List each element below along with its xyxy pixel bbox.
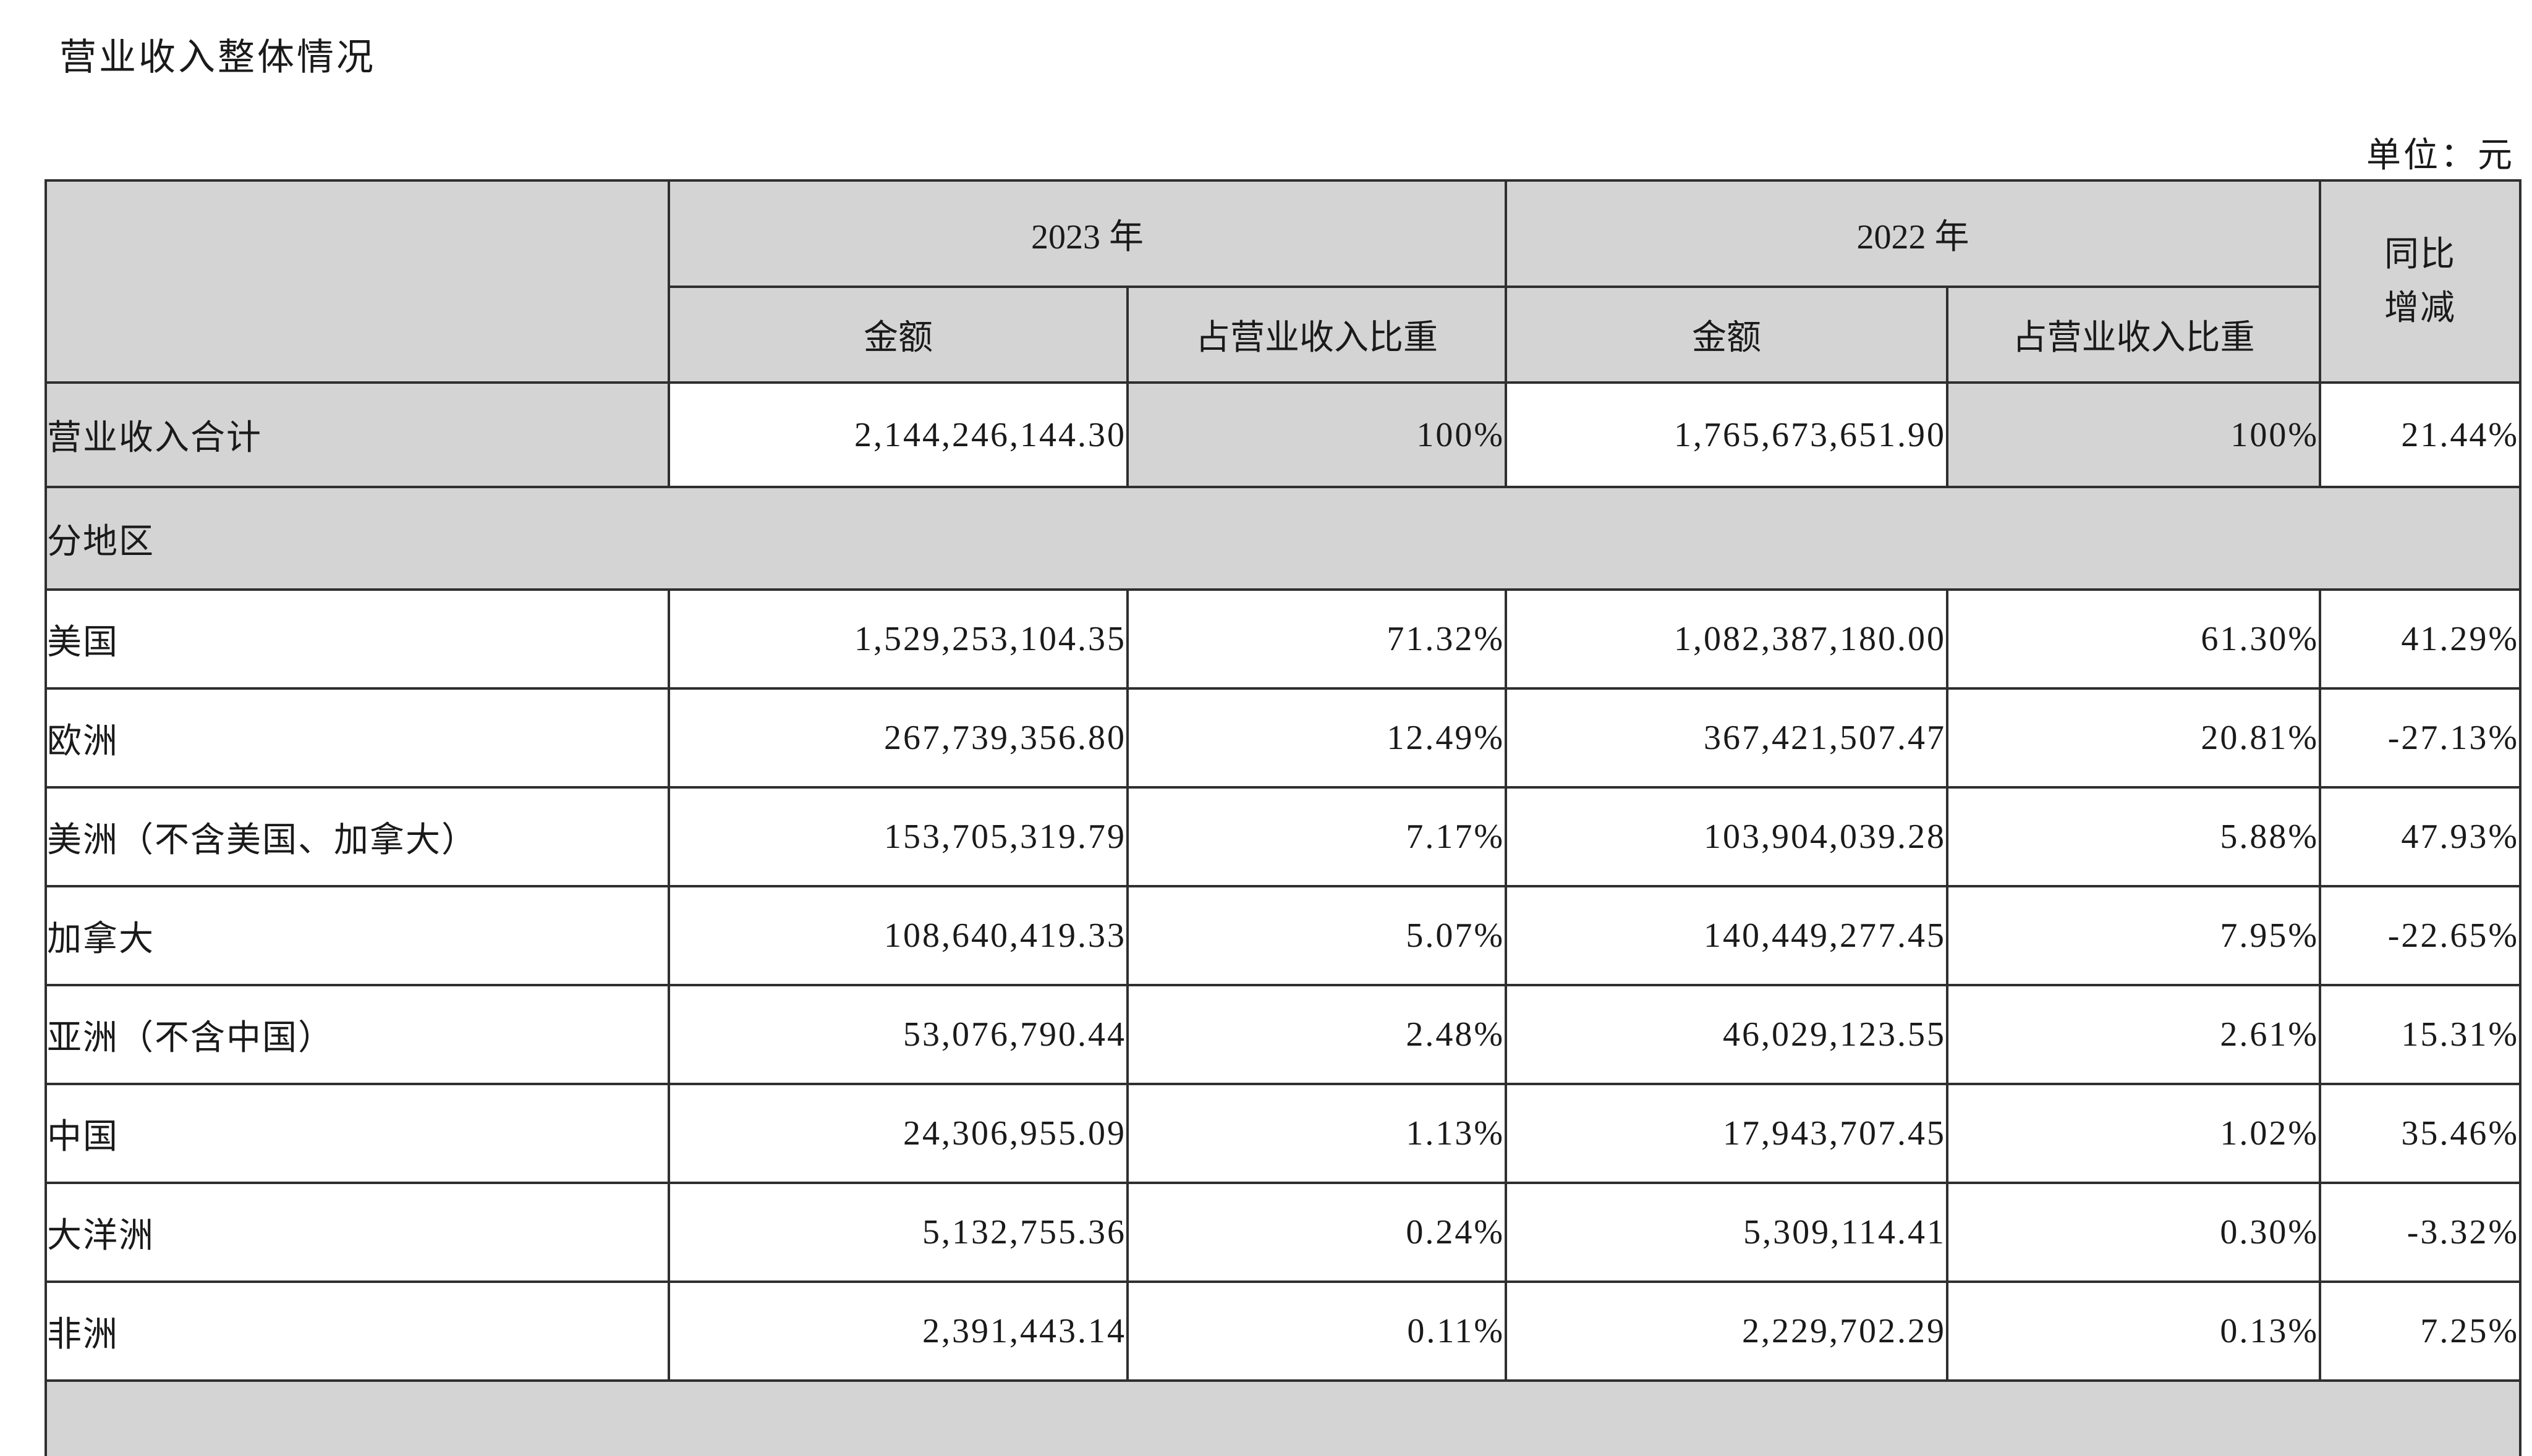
region-cell: 加拿大 [45,885,670,986]
amount-2022-cell: 2,229,702.29 [1505,1280,1948,1382]
header-year-2023: 2023 年 [668,179,1507,288]
amount-2023-cell: 53,076,790.44 [668,984,1129,1085]
total-label-cell: 营业收入合计 [45,381,670,488]
amount-2023-cell: 153,705,319.79 [668,786,1129,887]
section-row-by-region: 分地区 [45,486,2521,591]
share-2022-cell: 1.02% [1946,1083,2321,1184]
amount-2022-cell: 103,904,039.28 [1505,786,1948,887]
share-2023-cell: 71.32% [1126,588,1507,690]
header-share-2022: 占营业收入比重 [1946,286,2321,384]
region-cell: 非洲 [45,1280,670,1382]
header-share-2023: 占营业收入比重 [1126,286,1507,384]
amount-2022-cell: 46,029,123.55 [1505,984,1948,1085]
amount-2023-cell: 267,739,356.80 [668,687,1129,789]
amount-2022-cell: 5,309,114.41 [1505,1182,1948,1283]
table-row: 欧洲 267,739,356.80 12.49% 367,421,507.47 … [45,687,2521,789]
yoy-cell: 7.25% [2319,1280,2521,1382]
amount-2022-cell: 140,449,277.45 [1505,885,1948,986]
header-row-years: 2023 年 2022 年 同比 增减 [45,179,2521,384]
header-row-measures: 金额 占营业收入比重 金额 占营业收入比重 [46,286,2520,384]
table-row: 非洲 2,391,443.14 0.11% 2,229,702.29 0.13%… [45,1280,2521,1382]
section-label-cell: 分地区 [45,486,2521,591]
page-title: 营业收入整体情况 [59,37,376,78]
table-row: 加拿大 108,640,419.33 5.07% 140,449,277.45 … [45,885,2521,986]
share-2022-cell: 2.61% [1946,984,2321,1085]
table-row: 亚洲（不含中国） 53,076,790.44 2.48% 46,029,123.… [45,984,2521,1085]
region-cell: 亚洲（不含中国） [45,984,670,1085]
region-cell: 欧洲 [45,687,670,789]
header-amount-2022: 金额 [1505,286,1948,384]
yoy-cell: 15.31% [2319,984,2521,1085]
header-yoy: 同比 增减 [2319,179,2521,384]
amount-2023-cell: 24,306,955.09 [668,1083,1129,1184]
share-2022-cell: 20.81% [1946,687,2321,789]
share-2022-cell: 61.30% [1946,588,2321,690]
amount-2023-cell: 108,640,419.33 [668,885,1129,986]
table-row: 中国 24,306,955.09 1.13% 17,943,707.45 1.0… [45,1083,2521,1184]
amount-2023-cell: 1,529,253,104.35 [668,588,1129,690]
unit-label: 单位：元 [2366,137,2515,175]
share-2023-cell: 5.07% [1126,885,1507,986]
header-yoy-line1: 同比 [2384,235,2456,274]
revenue-table: 2023 年 2022 年 同比 增减 金额 占营业收入比重 金额 占营业收入比… [45,179,2521,1456]
section-row-partial [45,1379,2521,1456]
share-2022-cell: 0.13% [1946,1280,2321,1382]
region-cell: 大洋洲 [45,1182,670,1283]
yoy-cell: -22.65% [2319,885,2521,986]
total-yoy-cell: 21.44% [2319,381,2521,488]
region-cell: 美洲（不含美国、加拿大） [45,786,670,887]
total-row: 营业收入合计 2,144,246,144.30 100% 1,765,673,6… [45,381,2521,488]
total-share-2023-cell: 100% [1126,381,1507,488]
share-2023-cell: 2.48% [1126,984,1507,1085]
yoy-cell: 47.93% [2319,786,2521,887]
total-amount-2023-cell: 2,144,246,144.30 [668,381,1129,488]
amount-2022-cell: 1,082,387,180.00 [1505,588,1948,690]
share-2023-cell: 1.13% [1126,1083,1507,1184]
share-2022-cell: 5.88% [1946,786,2321,887]
header-amount-2023: 金额 [668,286,1129,384]
region-cell: 中国 [45,1083,670,1184]
share-2023-cell: 0.24% [1126,1182,1507,1283]
share-2023-cell: 0.11% [1126,1280,1507,1382]
total-share-2022-cell: 100% [1946,381,2321,488]
amount-2022-cell: 367,421,507.47 [1505,687,1948,789]
table-row: 大洋洲 5,132,755.36 0.24% 5,309,114.41 0.30… [45,1182,2521,1283]
yoy-cell: -3.32% [2319,1182,2521,1283]
table-row: 美洲（不含美国、加拿大） 153,705,319.79 7.17% 103,90… [45,786,2521,887]
header-year-2022: 2022 年 [1505,179,2321,288]
share-2022-cell: 0.30% [1946,1182,2321,1283]
region-cell: 美国 [45,588,670,690]
yoy-cell: 41.29% [2319,588,2521,690]
total-amount-2022-cell: 1,765,673,651.90 [1505,381,1948,488]
yoy-cell: 35.46% [2319,1083,2521,1184]
header-empty-cell [45,179,670,384]
amount-2023-cell: 5,132,755.36 [668,1182,1129,1283]
header-yoy-line2: 增减 [2384,289,2456,328]
share-2023-cell: 7.17% [1126,786,1507,887]
table-row: 美国 1,529,253,104.35 71.32% 1,082,387,180… [45,588,2521,690]
yoy-cell: -27.13% [2319,687,2521,789]
amount-2022-cell: 17,943,707.45 [1505,1083,1948,1184]
amount-2023-cell: 2,391,443.14 [668,1280,1129,1382]
share-2022-cell: 7.95% [1946,885,2321,986]
share-2023-cell: 12.49% [1126,687,1507,789]
section-partial-cell [45,1379,2521,1456]
